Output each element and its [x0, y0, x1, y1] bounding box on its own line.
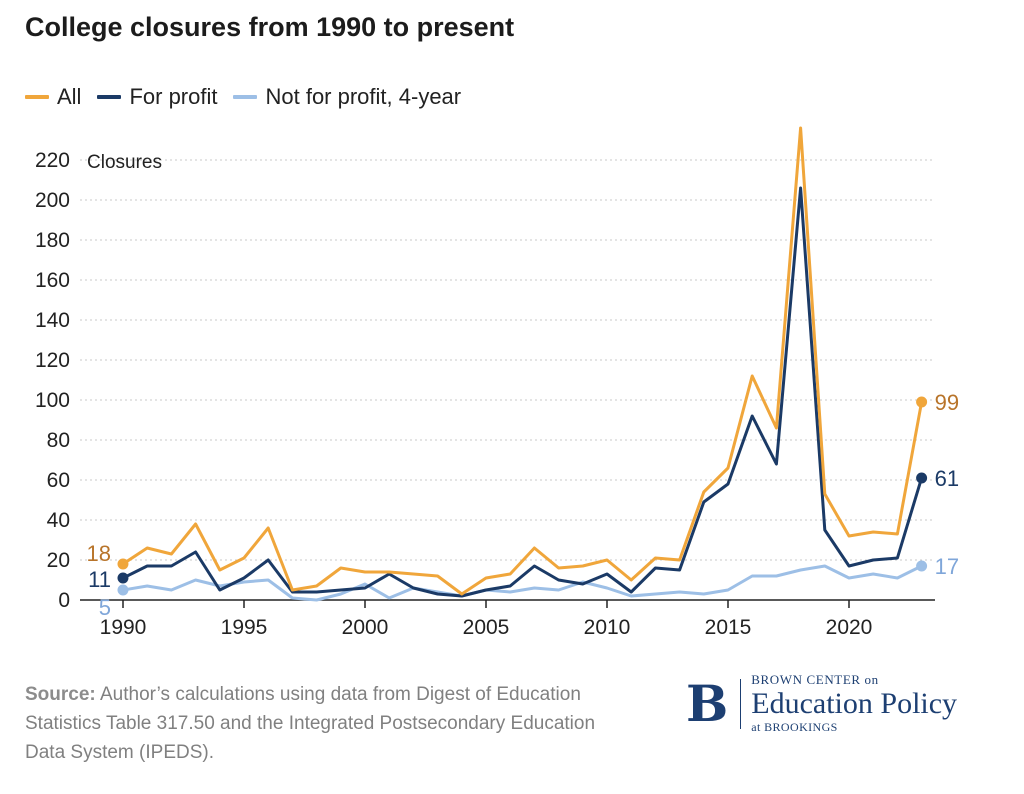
- logo-text: BROWN CENTER on Education Policy at BROO…: [751, 672, 957, 735]
- legend-label-all: All: [57, 84, 82, 109]
- y-tick-label: 140: [35, 309, 70, 332]
- x-tick-label: 2015: [705, 616, 752, 639]
- y-tick-label: 60: [47, 469, 70, 492]
- source-label: Source:: [25, 684, 96, 705]
- logo-mark: B: [686, 678, 742, 729]
- x-tick-label: 2020: [826, 616, 873, 639]
- legend-item-all: All: [25, 84, 81, 110]
- chart-title: College closures from 1990 to present: [25, 12, 515, 42]
- x-tick-label: 1995: [221, 616, 268, 639]
- end-point-for-profit: [916, 472, 928, 484]
- y-tick-label: 120: [35, 349, 70, 372]
- logo-line-2: Education Policy: [751, 687, 958, 720]
- brookings-logo: B BROWN CENTER on Education Policy at BR…: [686, 672, 957, 735]
- legend-item-not-for-profit: Not for profit, 4-year: [233, 84, 461, 110]
- line-chart: 0 20 40 60 80 100 120 140 160 180 200 220 Closures 19…: [35, 126, 959, 639]
- y-tick-label: 80: [47, 429, 70, 452]
- legend-label-for-profit: For profit: [129, 84, 218, 109]
- end-label-not-for-profit-4-year: 17: [935, 554, 959, 579]
- y-tick-label: 40: [47, 509, 70, 532]
- x-tick-label: 2010: [584, 616, 631, 639]
- end-label-all: 99: [935, 390, 959, 415]
- start-label-for-profit: 11: [88, 567, 111, 592]
- series-line-for-profit: [121, 186, 924, 598]
- series-line-not-for-profit-4-year: [121, 564, 924, 602]
- y-tick-label: 20: [47, 549, 70, 572]
- x-tick-label: 2005: [463, 616, 510, 639]
- y-tick-label: 0: [58, 589, 70, 612]
- legend-label-not-for-profit: Not for profit, 4-year: [265, 84, 462, 109]
- source-text: Author’s calculations using data from Di…: [25, 684, 596, 763]
- start-label-all: 18: [87, 541, 111, 566]
- legend-swatch-all: [25, 95, 49, 99]
- logo-line-3: at BROOKINGS: [751, 720, 838, 734]
- source-note: Source: Author’s calculations using data…: [25, 680, 605, 767]
- series-line-all: [121, 126, 924, 596]
- end-label-for-profit: 61: [935, 466, 959, 491]
- start-point-all: [117, 558, 129, 570]
- y-axis-label: Closures: [87, 152, 162, 173]
- start-point-not-for-profit-4-year: [117, 584, 129, 596]
- y-tick-label: 220: [35, 149, 70, 172]
- y-tick-label: 160: [35, 269, 70, 292]
- start-label-not-for-profit-4-year: 5: [99, 595, 111, 620]
- y-tick-label: 180: [35, 229, 70, 252]
- end-point-all: [916, 396, 928, 408]
- x-tick-label: 1990: [100, 616, 147, 639]
- end-point-not-for-profit-4-year: [916, 560, 928, 572]
- x-tick-label: 2000: [342, 616, 389, 639]
- start-point-for-profit: [117, 572, 129, 584]
- y-tick-label: 200: [35, 189, 70, 212]
- y-tick-label: 100: [35, 389, 70, 412]
- legend-swatch-for-profit: [97, 95, 122, 99]
- legend-swatch-not-for-profit: [233, 95, 258, 99]
- legend-item-for-profit: For profit: [97, 84, 217, 110]
- chart-legend: All For profit Not for profit, 4-year: [25, 84, 477, 110]
- logo-line-1: BROWN CENTER on: [751, 672, 879, 687]
